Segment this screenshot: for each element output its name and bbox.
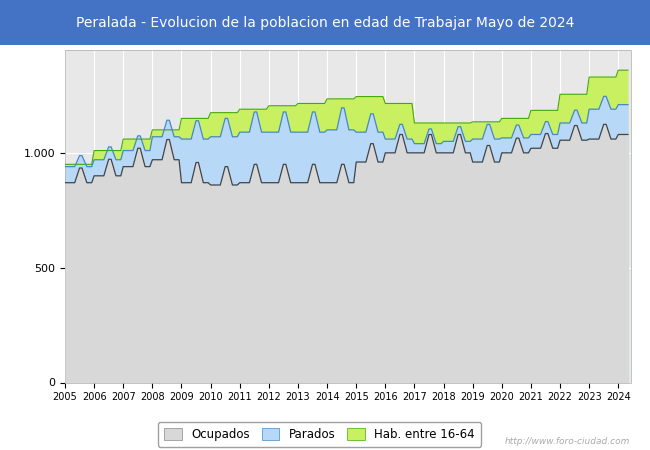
Text: http://www.foro-ciudad.com: http://www.foro-ciudad.com: [505, 436, 630, 446]
Text: Peralada - Evolucion de la poblacion en edad de Trabajar Mayo de 2024: Peralada - Evolucion de la poblacion en …: [76, 15, 574, 30]
Legend: Ocupados, Parados, Hab. entre 16-64: Ocupados, Parados, Hab. entre 16-64: [158, 422, 481, 446]
